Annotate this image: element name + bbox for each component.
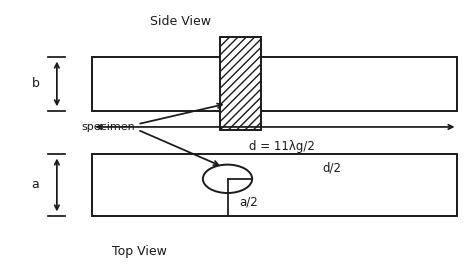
Bar [92, 154, 457, 216]
Text: specimen: specimen [82, 122, 135, 132]
Bar [220, 37, 261, 130]
Text: d = 11λg/2: d = 11λg/2 [249, 140, 315, 153]
Text: a: a [32, 179, 39, 191]
Bar [92, 57, 457, 111]
Text: d/2: d/2 [322, 161, 341, 174]
Text: b: b [32, 78, 39, 90]
Text: a/2: a/2 [239, 196, 258, 209]
Circle shape [203, 165, 252, 193]
Text: Top View: Top View [112, 245, 167, 258]
Text: Side View: Side View [150, 15, 210, 28]
